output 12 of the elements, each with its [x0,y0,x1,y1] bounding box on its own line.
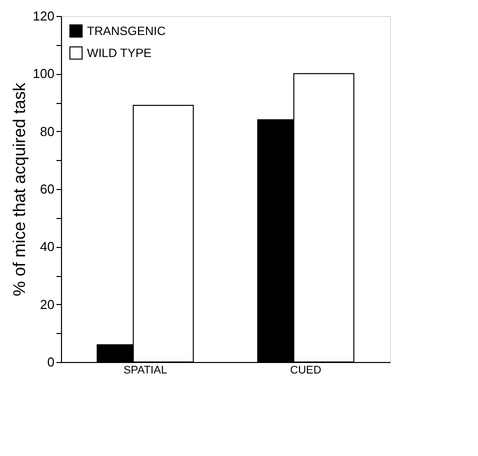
y-tick-label: 0 [47,354,54,370]
y-tick-label: 120 [32,8,54,24]
x-tick-label: CUED [290,364,322,376]
y-tick-label: 80 [40,124,54,139]
legend-label: WILD TYPE [87,46,152,60]
y-tick-label: 40 [40,239,54,254]
legend-label: TRANSGENIC [87,24,166,38]
y-tick-label: 60 [40,182,54,196]
x-tick-label: SPATIAL [123,364,168,376]
y-tick-label: 20 [40,296,54,312]
y-tick-label: 100 [32,66,54,82]
y-axis-title: % of mice that acquired task [10,82,29,296]
